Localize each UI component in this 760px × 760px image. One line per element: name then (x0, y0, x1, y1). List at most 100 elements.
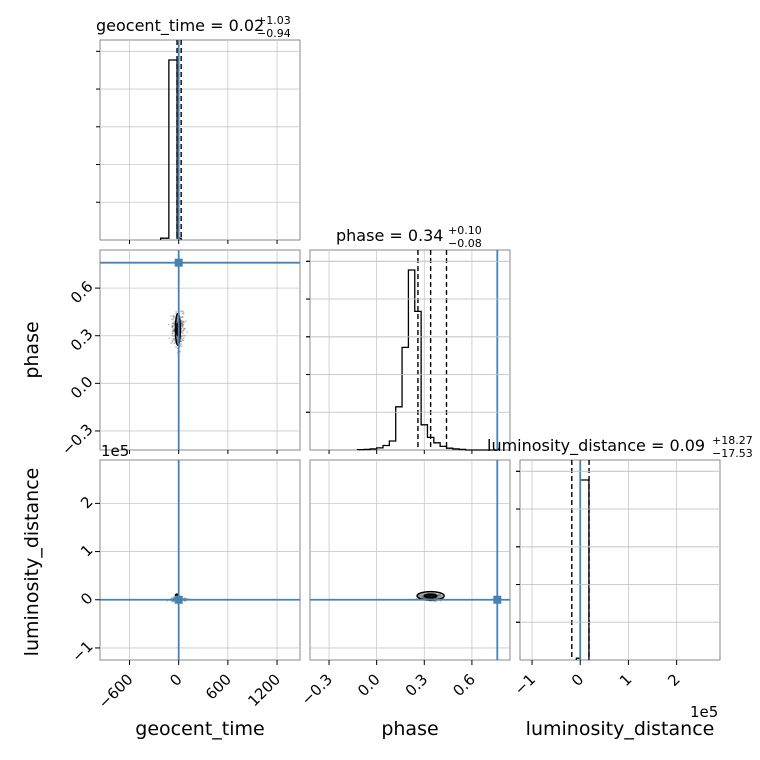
scatter-point (172, 597, 175, 599)
xlabel-luminosity-distance: luminosity_distance (526, 718, 715, 740)
scatter-point (172, 328, 174, 331)
scatter-point (181, 321, 183, 323)
scatter-point (422, 595, 424, 598)
scatter-point (439, 595, 442, 598)
title-geocent-time-plus: +1.03 (257, 14, 291, 27)
scatter-point (181, 335, 183, 338)
scatter-point (182, 324, 185, 326)
panel-phase-hist (309, 249, 511, 451)
scatter-point (182, 312, 185, 315)
scatter-point (438, 594, 441, 597)
title-phase-minus: −0.08 (448, 237, 482, 250)
scatter-point (179, 343, 182, 346)
scatter-point (173, 342, 176, 345)
scatter-point (173, 329, 175, 332)
x-tick-label: 0.6 (449, 670, 479, 700)
scatter-point (180, 340, 182, 343)
scatter-point (181, 334, 183, 337)
scatter-point (172, 337, 175, 340)
scatter-point (171, 326, 174, 329)
scatter-point (181, 326, 184, 329)
title-luminosity-distance-plus: +18.27 (712, 434, 753, 447)
scatter-point (433, 600, 435, 603)
scatter-point (439, 593, 442, 596)
y-tick-label: 0.3 (67, 325, 97, 355)
scatter-point (173, 315, 176, 318)
scatter-point (437, 596, 440, 599)
scatter-point (171, 324, 174, 327)
scatter-point (437, 594, 440, 597)
truth-marker (493, 595, 502, 604)
x-tick-label: 1200 (244, 670, 284, 710)
y-tick-label: 1 (77, 541, 96, 560)
x-tick-label: 0 (568, 670, 587, 689)
scatter-point (176, 336, 179, 339)
scatter-point (435, 597, 438, 600)
scatter-point (437, 594, 440, 597)
panel-lumdist-vs-phase (309, 459, 511, 661)
scatter-point (180, 324, 183, 327)
scatter-point (180, 343, 183, 345)
title-luminosity-distance: luminosity_distance = 0.09 (487, 436, 705, 456)
hist-geocent-time (160, 59, 182, 240)
scatter-point (422, 595, 424, 598)
scatter-point (183, 321, 186, 324)
scatter-point (172, 329, 175, 332)
scatter-point (171, 325, 174, 327)
scatter-point (174, 346, 177, 348)
scatter-point (439, 595, 442, 598)
x-tick-label: 1 (616, 670, 635, 689)
sci-offset-x: 1e5 (690, 703, 718, 721)
scatter-point (170, 315, 173, 317)
scatter-point (179, 350, 182, 353)
sci-offset-y: 1e5 (101, 442, 129, 460)
scatter-point (180, 324, 183, 327)
x-tick-label: −0.3 (298, 670, 336, 708)
scatter-point (172, 315, 175, 318)
y-tick-label: 0.6 (67, 277, 97, 307)
scatter-point (181, 322, 184, 325)
scatter-point (181, 339, 184, 342)
y-tick-label: −1 (68, 637, 96, 665)
scatter-point (419, 595, 421, 598)
scatter-point (172, 324, 175, 327)
scatter-point (181, 324, 184, 327)
contour-inner (423, 593, 438, 599)
scatter-point (438, 593, 441, 596)
truth-marker (174, 258, 183, 267)
scatter-point (181, 310, 183, 312)
y-tick-label: 0 (77, 589, 96, 608)
scatter-point (182, 310, 185, 313)
scatter-point (181, 330, 184, 332)
scatter-point (171, 334, 174, 337)
x-tick-label: −1 (511, 670, 539, 698)
scatter-point (184, 597, 187, 600)
scatter-point (171, 600, 173, 603)
scatter-point (420, 595, 423, 598)
scatter-point (175, 310, 178, 313)
scatter-point (179, 310, 182, 313)
scatter-point (184, 320, 187, 322)
scatter-point (171, 596, 173, 599)
scatter-point (170, 342, 172, 345)
scatter-point (182, 330, 185, 332)
scatter-point (182, 327, 185, 330)
scatter-point (422, 596, 425, 599)
y-tick-label: −0.3 (58, 420, 96, 458)
panel-lumdist-vs-geocent-time (99, 459, 301, 661)
scatter-point (182, 316, 184, 319)
scatter-point (181, 312, 184, 315)
scatter-point (180, 322, 183, 325)
scatter-point (172, 597, 175, 600)
scatter-point (186, 331, 189, 334)
scatter-point (172, 338, 175, 341)
x-tick-label: 0.0 (354, 670, 384, 700)
scatter-point (437, 594, 440, 597)
scatter-point (167, 323, 170, 326)
title-phase: phase = 0.34 (336, 226, 443, 245)
scatter-point (172, 322, 174, 324)
scatter-point (183, 327, 186, 330)
scatter-point (181, 322, 184, 325)
scatter-point (421, 596, 424, 599)
scatter-point (421, 594, 424, 597)
